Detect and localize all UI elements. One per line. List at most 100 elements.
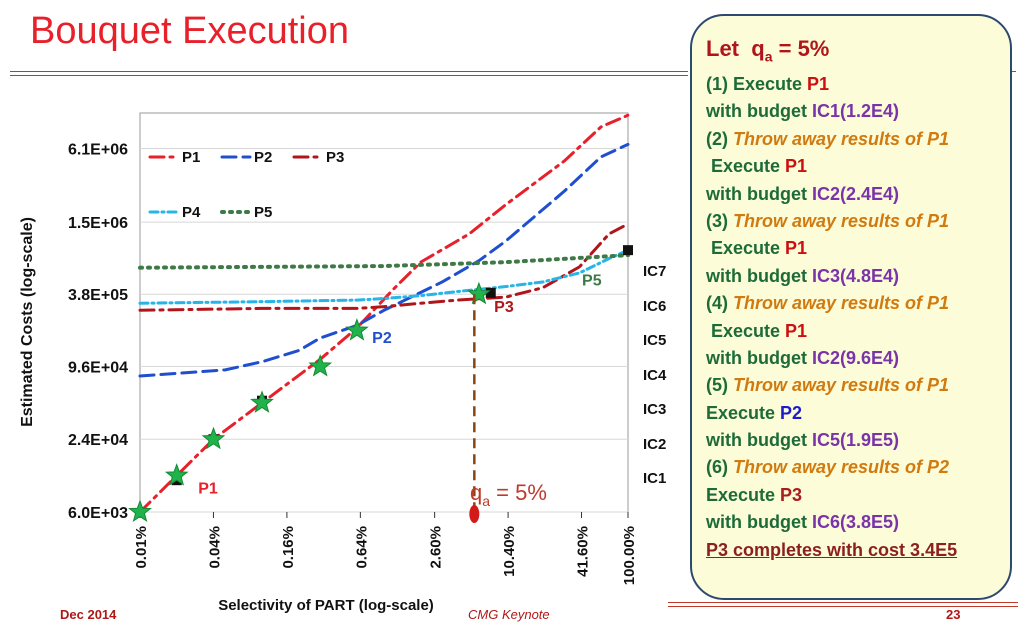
plan-name: P3: [780, 484, 803, 505]
series-p3-line: [138, 222, 630, 312]
step-6-execute: Execute P3: [706, 485, 1010, 512]
chart-grid: [139, 148, 629, 518]
plan-name: P1: [785, 238, 808, 259]
plan-label-p1: P1: [198, 481, 218, 498]
slide-title: Bouquet Execution: [30, 10, 350, 52]
budget-value: IC2(9.6E4): [811, 347, 900, 368]
y-tick-label: 6.1E+06: [68, 142, 128, 159]
step-4-header: (4) Throw away results of P1: [706, 293, 1010, 320]
y-tick-label: 6.0E+03: [68, 505, 128, 522]
footer-date: Dec 2014: [60, 607, 117, 622]
series-p4-line: [138, 248, 630, 305]
step-3-header: (3) Throw away results of P1: [706, 211, 1010, 238]
step-5-header: (5) Throw away results of P1: [706, 375, 1010, 402]
step-6-header: (6) Throw away results of P2: [706, 457, 1010, 484]
title-rule-right: [1010, 71, 1016, 72]
execution-star-marker: [164, 463, 189, 486]
step-discard-text: Throw away results of P1: [733, 375, 950, 396]
budget-label: with budget: [706, 347, 812, 368]
qa-label: qa = 5%: [470, 480, 547, 509]
chart-markers: [128, 245, 633, 523]
step-2-header: (2) Throw away results of P1: [706, 129, 1010, 156]
budget-label: with budget: [706, 183, 812, 204]
execute-label: Execute: [711, 238, 786, 259]
step-2-execute: Execute P1: [706, 156, 1010, 183]
step-discard-text: Throw away results of P1: [733, 293, 950, 314]
x-tick-label: 10.40%: [501, 526, 518, 577]
step-discard-text: Throw away results of P2: [733, 457, 950, 478]
plan-name: P1: [785, 320, 808, 341]
series-p2-line: [138, 142, 630, 378]
step-number: (1) Execute: [706, 74, 808, 94]
step-number: (3): [706, 210, 733, 231]
x-tick-label: 2.60%: [428, 526, 445, 569]
chart-annotations: IC1 IC2 IC3 IC4 IC5 IC6 IC7 P1 P2 P3 P5 qa = 5%: [198, 263, 667, 523]
y-tick-label: 1.5E+06: [68, 215, 128, 232]
y-axis-label: Estimated Costs (log-scale): [19, 217, 36, 427]
budget-value: IC6(3.8E5): [811, 512, 900, 533]
legend-label-p4: P4: [182, 204, 201, 221]
budget-label: with budget: [706, 265, 812, 286]
budget-value: IC1(1.2E4): [811, 101, 900, 122]
chart-legend: P1 P2 P3 P4 P5: [148, 149, 344, 221]
step-4-budget: with budget IC2(9.6E4): [706, 348, 1010, 375]
budget-label: with budget: [706, 430, 812, 451]
series-p5-line: [138, 253, 630, 270]
execution-steps-panel: Let qa = 5% (1) Execute P1 with budget IC…: [690, 14, 1012, 600]
y-tick-label: 2.4E+04: [68, 432, 128, 449]
steps-list: (1) Execute P1 with budget IC1(1.2E4) (2) …: [706, 74, 1010, 540]
budget-value: IC2(2.4E4): [811, 183, 900, 204]
step-2-budget: with budget IC2(2.4E4): [706, 184, 1010, 211]
execution-star-marker: [250, 390, 274, 413]
step-5-execute: Execute P2: [706, 403, 1010, 430]
step-number: (4): [706, 293, 733, 314]
x-axis-label: Selectivity of PART (log-scale): [218, 597, 434, 614]
iso-cost-label-ic1: IC1: [643, 470, 666, 487]
budget-value: IC3(4.8E4): [811, 265, 900, 286]
footer-rule-bottom: [668, 606, 1018, 607]
step-number: (6): [706, 457, 733, 478]
footer-rule-top: [668, 602, 1018, 603]
title-rule-bottom: [10, 75, 688, 76]
step-3-budget: with budget IC3(4.8E4): [706, 266, 1010, 293]
execution-star-marker: [308, 354, 333, 377]
execution-star-marker: [201, 426, 226, 450]
title-rule-top: [10, 71, 688, 72]
step-number: (5): [706, 375, 733, 396]
cost-square-marker: [485, 287, 496, 298]
plan-label-p2: P2: [372, 330, 392, 347]
legend-label-p2: P2: [254, 149, 272, 166]
legend-label-p3: P3: [326, 149, 344, 166]
step-5-budget: with budget IC5(1.9E5): [706, 430, 1010, 457]
iso-cost-label-ic6: IC6: [643, 298, 666, 315]
bouquet-chart: 6.0E+03 2.4E+04 9.6E+04 3.8E+05 1.5E+06 6.1E+…: [19, 112, 667, 614]
footer-event: CMG Keynote: [468, 607, 550, 622]
budget-label: with budget: [706, 101, 812, 122]
plan-name: P1: [785, 156, 808, 177]
plan-label-p5: P5: [582, 272, 602, 289]
plan-name: P2: [780, 402, 803, 423]
plot-frame: [139, 112, 629, 513]
iso-cost-label-ic3: IC3: [643, 401, 666, 418]
plan-name: P1: [807, 74, 830, 94]
budget-label: with budget: [706, 512, 812, 533]
iso-cost-label-ic5: IC5: [643, 332, 666, 349]
x-tick-label: 41.60%: [575, 526, 592, 577]
step-discard-text: Throw away results of P1: [733, 128, 950, 149]
x-tick-label: 0.64%: [353, 526, 370, 569]
execution-star-marker: [128, 499, 152, 523]
iso-cost-label-ic4: IC4: [643, 367, 667, 384]
execution-star-marker: [345, 318, 369, 341]
budget-value: IC5(1.9E5): [811, 430, 900, 451]
page-number: 23: [946, 607, 961, 622]
y-tick-label: 9.6E+04: [68, 359, 128, 376]
step-4-execute: Execute P1: [706, 321, 1010, 348]
cost-square-marker: [623, 245, 633, 256]
iso-cost-label-ic2: IC2: [643, 436, 666, 453]
step-6-budget: with budget IC6(3.8E5): [706, 512, 1010, 539]
series-p1-line: [138, 113, 630, 514]
execute-label: Execute: [711, 320, 786, 341]
step-discard-text: Throw away results of P1: [733, 210, 950, 231]
legend-label-p5: P5: [254, 204, 272, 221]
y-tick-label: 3.8E+05: [68, 287, 128, 304]
